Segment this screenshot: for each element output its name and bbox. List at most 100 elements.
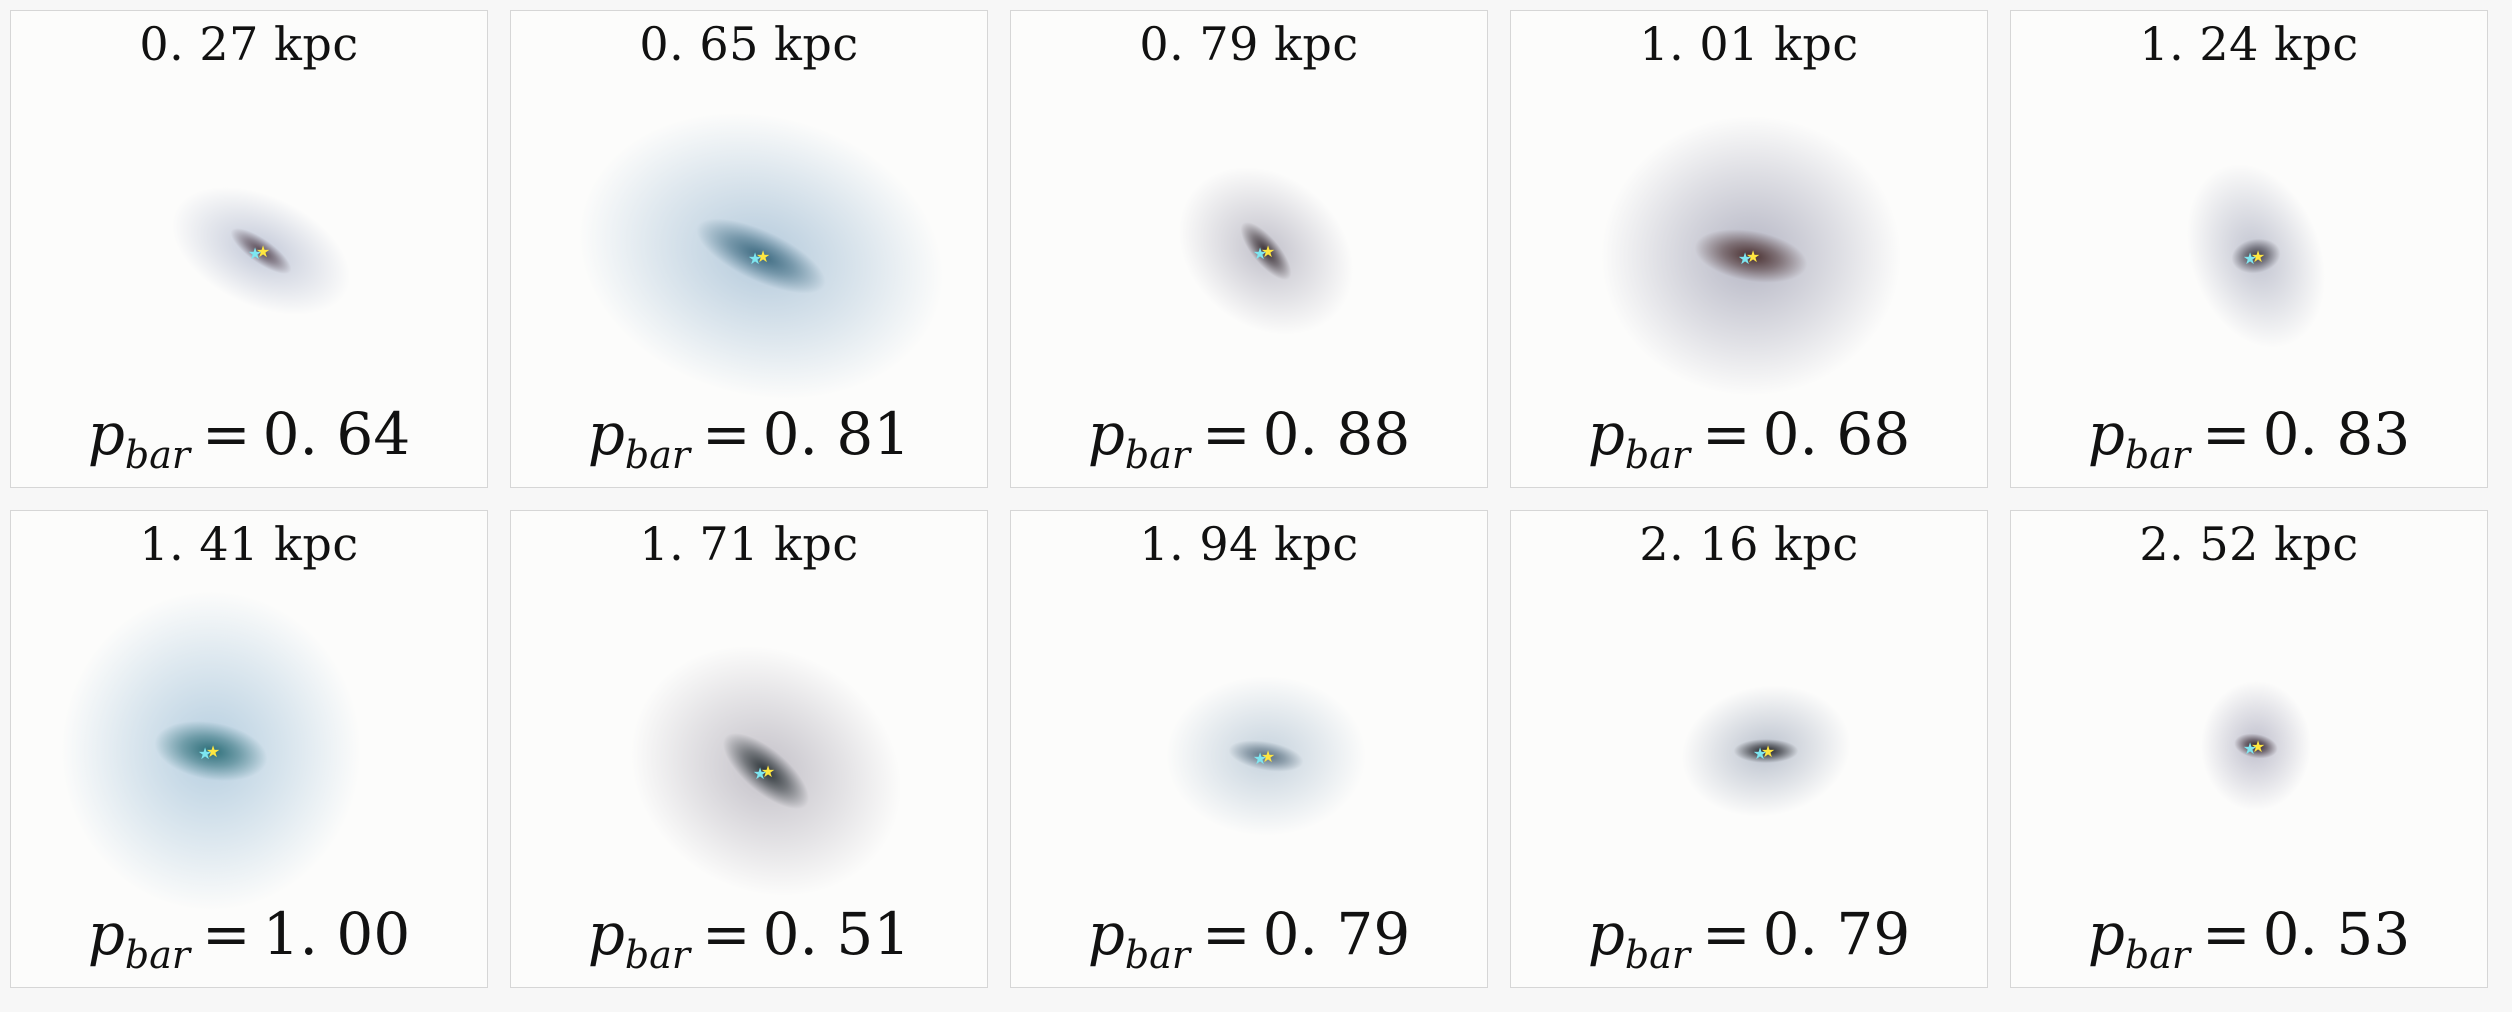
equals-sign: =	[702, 400, 751, 468]
p-symbol: p	[587, 900, 625, 968]
p-symbol: p	[87, 400, 125, 468]
p-symbol: p	[2087, 400, 2125, 468]
pbar-label: pbar = 0. 51	[511, 900, 987, 977]
equals-sign: =	[1702, 400, 1751, 468]
p-subscript: bar	[2124, 433, 2191, 477]
distance-label: 1. 01 kpc	[1639, 17, 1859, 71]
pbar-label: pbar = 0. 81	[511, 400, 987, 477]
galaxy-core	[1733, 739, 1799, 763]
galaxy-image: ★★	[1178, 167, 1354, 335]
p-symbol: p	[87, 900, 125, 968]
p-symbol: p	[1087, 400, 1125, 468]
galaxy-core	[1694, 229, 1808, 283]
distance-label: 1. 41 kpc	[139, 517, 359, 571]
equals-sign: =	[202, 400, 251, 468]
pbar-label: pbar = 0. 83	[2011, 400, 2487, 477]
p-value: 0. 88	[1262, 400, 1411, 468]
p-value: 0. 51	[762, 900, 911, 968]
galaxy-panel: ★ ★ 2. 16 kpc pbar = 0. 79	[1510, 510, 1988, 988]
galaxy-image: ★★	[171, 186, 351, 316]
star-marker-cyan-icon: ★	[748, 249, 762, 268]
equals-sign: =	[1702, 900, 1751, 968]
pbar-label: pbar = 0. 88	[1011, 400, 1487, 477]
p-value: 0. 79	[1762, 900, 1911, 968]
galaxy-panel: ★ ★ 0. 27 kpc pbar = 0. 64	[10, 10, 488, 488]
p-value: 0. 68	[1762, 400, 1911, 468]
star-marker-yellow-icon: ★	[2251, 247, 2265, 266]
galaxy-panel: ★ ★ 0. 65 kpc pbar = 0. 81	[510, 10, 988, 488]
star-marker-cyan-icon: ★	[198, 744, 212, 763]
pbar-label: pbar = 0. 79	[1011, 900, 1487, 977]
p-symbol: p	[1587, 400, 1625, 468]
star-marker-yellow-icon: ★	[206, 742, 220, 761]
galaxy-core	[1240, 222, 1292, 280]
p-subscript: bar	[124, 433, 191, 477]
galaxy-image: ★★	[578, 112, 944, 400]
galaxy-core	[1228, 740, 1304, 772]
p-subscript: bar	[624, 933, 691, 977]
galaxy-core	[230, 228, 292, 274]
galaxy-panel: ★ ★ 1. 24 kpc pbar = 0. 83	[2010, 10, 2488, 488]
galaxy-panel: ★ ★ 1. 41 kpc pbar = 1. 00	[10, 510, 488, 988]
p-value: 0. 83	[2262, 400, 2411, 468]
p-subscript: bar	[1624, 433, 1691, 477]
star-marker-cyan-icon: ★	[1738, 249, 1752, 268]
pbar-label: pbar = 1. 00	[11, 900, 487, 977]
pbar-label: pbar = 0. 64	[11, 400, 487, 477]
p-subscript: bar	[1624, 933, 1691, 977]
p-symbol: p	[587, 400, 625, 468]
star-marker-yellow-icon: ★	[1761, 742, 1775, 761]
star-marker-cyan-icon: ★	[2243, 739, 2257, 758]
equals-sign: =	[202, 900, 251, 968]
p-subscript: bar	[1124, 433, 1191, 477]
p-value: 0. 79	[1262, 900, 1411, 968]
distance-label: 1. 71 kpc	[639, 517, 859, 571]
pbar-label: pbar = 0. 68	[1511, 400, 1987, 477]
galaxy-panel: ★ ★ 0. 79 kpc pbar = 0. 88	[1010, 10, 1488, 488]
equals-sign: =	[2202, 900, 2251, 968]
pbar-label: pbar = 0. 79	[1511, 900, 1987, 977]
p-symbol: p	[1087, 900, 1125, 968]
galaxy-panel: ★ ★ 1. 94 kpc pbar = 0. 79	[1010, 510, 1488, 988]
equals-sign: =	[1202, 400, 1251, 468]
p-symbol: p	[1587, 900, 1625, 968]
galaxy-core	[2234, 733, 2278, 759]
galaxy-image: ★★	[61, 591, 361, 911]
star-marker-yellow-icon: ★	[756, 247, 770, 266]
galaxy-core	[154, 720, 268, 782]
p-value: 0. 81	[762, 400, 911, 468]
p-subscript: bar	[624, 433, 691, 477]
p-value: 0. 53	[2262, 900, 2411, 968]
star-marker-yellow-icon: ★	[761, 762, 775, 781]
distance-label: 0. 27 kpc	[139, 17, 359, 71]
star-marker-cyan-icon: ★	[1753, 744, 1767, 763]
p-value: 0. 64	[262, 400, 411, 468]
galaxy-core	[722, 733, 810, 809]
star-marker-yellow-icon: ★	[256, 242, 270, 261]
star-marker-yellow-icon: ★	[2251, 737, 2265, 756]
galaxy-image: ★★	[1166, 676, 1366, 836]
distance-label: 2. 16 kpc	[1639, 517, 1859, 571]
distance-label: 1. 94 kpc	[1139, 517, 1359, 571]
galaxy-core	[696, 218, 826, 294]
star-marker-cyan-icon: ★	[1253, 244, 1267, 263]
galaxy-core	[2231, 238, 2281, 274]
equals-sign: =	[1202, 900, 1251, 968]
equals-sign: =	[2202, 400, 2251, 468]
distance-label: 0. 79 kpc	[1139, 17, 1359, 71]
pbar-label: pbar = 0. 53	[2011, 900, 2487, 977]
star-marker-yellow-icon: ★	[1746, 247, 1760, 266]
galaxy-image: ★★	[1681, 685, 1851, 817]
galaxy-panel: ★ ★ 2. 52 kpc pbar = 0. 53	[2010, 510, 2488, 988]
star-marker-cyan-icon: ★	[2243, 249, 2257, 268]
galaxy-image: ★★	[1601, 116, 1901, 396]
p-symbol: p	[2087, 900, 2125, 968]
galaxy-image: ★★	[2186, 164, 2326, 348]
p-subscript: bar	[124, 933, 191, 977]
p-subscript: bar	[1124, 933, 1191, 977]
galaxy-image: ★★	[2201, 681, 2311, 811]
p-value: 1. 00	[262, 900, 411, 968]
distance-label: 1. 24 kpc	[2139, 17, 2359, 71]
star-marker-yellow-icon: ★	[1261, 747, 1275, 766]
